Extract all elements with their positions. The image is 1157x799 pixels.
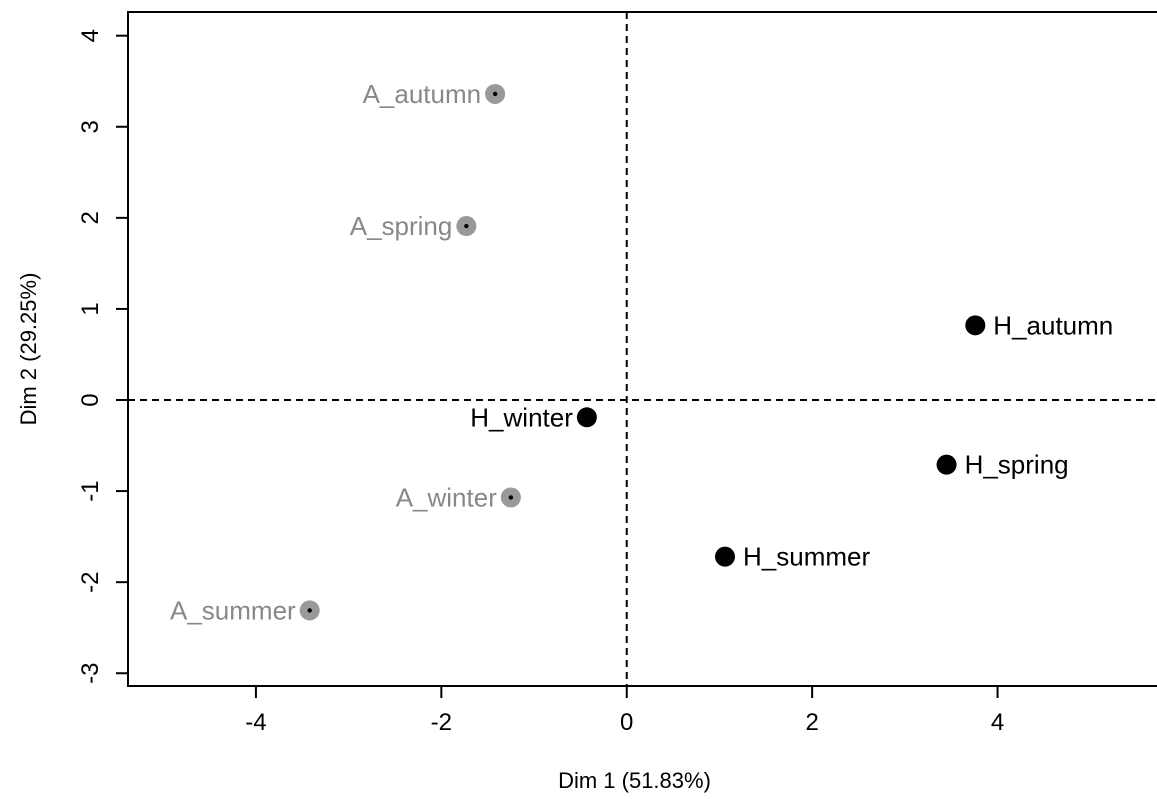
y-tick-label: -2 bbox=[77, 571, 104, 592]
plot-frame bbox=[127, 11, 1157, 687]
reference-lines bbox=[128, 12, 1157, 686]
y-tick-label: 0 bbox=[77, 393, 104, 406]
y-tick-label: 4 bbox=[77, 29, 104, 42]
y-tick-label: 3 bbox=[77, 120, 104, 133]
data-point-H_summer: H_summer bbox=[715, 542, 870, 572]
point-center-dot bbox=[464, 223, 469, 229]
point-label: A_spring bbox=[350, 211, 453, 241]
x-axis-title: Dim 1 (51.83%) bbox=[558, 768, 711, 793]
data-point-H_winter: H_winter bbox=[470, 402, 597, 432]
y-axis-title: Dim 2 (29.25%) bbox=[16, 273, 41, 426]
x-tick-label: -4 bbox=[245, 709, 266, 736]
x-tick-label: 0 bbox=[620, 709, 633, 736]
data-points: A_autumn A_spring A_winter A_summer H_winter… bbox=[170, 79, 1113, 625]
y-axis: -3 -2 -1 0 1 2 3 4 bbox=[77, 29, 128, 684]
x-axis: -4 -2 0 2 4 bbox=[245, 686, 1004, 736]
point-label: H_autumn bbox=[993, 310, 1113, 340]
y-tick-label: -3 bbox=[77, 663, 104, 684]
point-label: H_summer bbox=[743, 542, 870, 572]
point-marker bbox=[965, 315, 986, 336]
data-point-A_summer: A_summer bbox=[170, 595, 320, 625]
point-label: H_winter bbox=[470, 402, 573, 432]
y-tick-label: 2 bbox=[77, 211, 104, 224]
point-center-dot bbox=[508, 495, 514, 500]
data-point-A_winter: A_winter bbox=[396, 482, 521, 512]
data-point-H_autumn: H_autumn bbox=[965, 310, 1113, 340]
point-marker bbox=[576, 407, 597, 428]
point-center-dot bbox=[307, 608, 312, 613]
point-label: A_summer bbox=[170, 595, 296, 625]
point-label: A_winter bbox=[396, 482, 497, 512]
data-point-H_spring: H_spring bbox=[936, 450, 1069, 480]
y-tick-label: -1 bbox=[77, 480, 104, 501]
point-label: A_autumn bbox=[363, 79, 482, 109]
x-tick-label: 4 bbox=[991, 709, 1004, 736]
data-point-A_autumn: A_autumn bbox=[363, 79, 506, 109]
x-tick-label: 2 bbox=[805, 709, 818, 736]
point-center-dot bbox=[492, 91, 498, 97]
y-tick-label: 1 bbox=[77, 302, 104, 315]
point-marker bbox=[936, 454, 957, 475]
x-tick-label: -2 bbox=[431, 709, 452, 736]
point-label: H_spring bbox=[965, 450, 1069, 480]
plot-border bbox=[127, 11, 1157, 687]
data-point-A_spring: A_spring bbox=[350, 211, 477, 241]
point-marker bbox=[715, 546, 736, 567]
